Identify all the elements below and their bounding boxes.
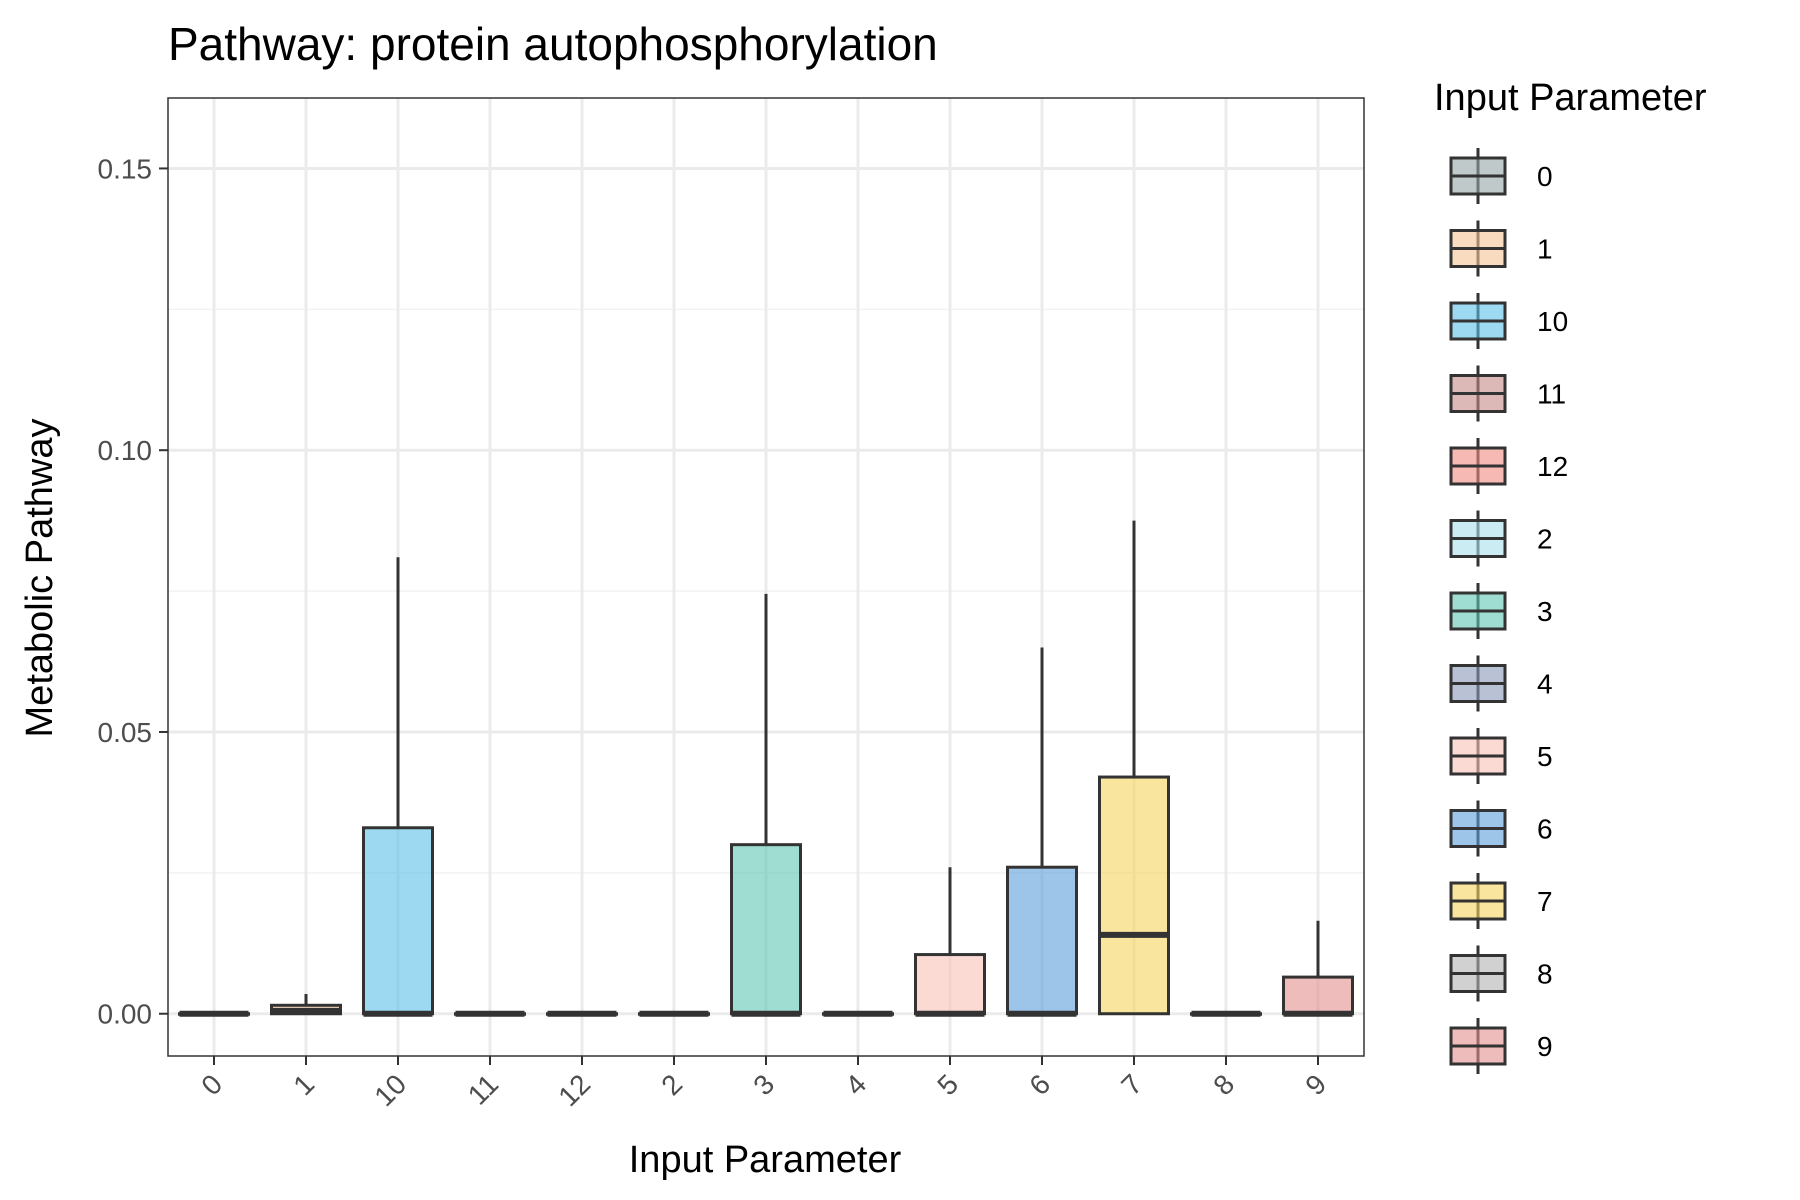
- box-body: [1282, 975, 1354, 1016]
- legend-item-1: 1: [1449, 220, 1553, 277]
- legend-item-6: 6: [1449, 800, 1553, 857]
- legend-item-9: 9: [1449, 1018, 1553, 1074]
- x-tick-label: 7: [1115, 1068, 1148, 1101]
- box-11: [454, 1010, 526, 1017]
- y-axis: 0.00 0.05 0.10 0.15: [98, 153, 168, 1030]
- box-9: [1282, 920, 1354, 1017]
- legend-label: 8: [1537, 959, 1553, 990]
- box-6: [1006, 647, 1078, 1017]
- box-0: [178, 1010, 250, 1017]
- box-3: [730, 593, 802, 1017]
- legend-label: 9: [1537, 1031, 1553, 1062]
- box-body: [1006, 865, 1078, 1016]
- box-10: [362, 557, 434, 1017]
- legend-item-7: 7: [1449, 873, 1553, 929]
- legend-item-3: 3: [1449, 583, 1553, 639]
- x-tick-label: 0: [195, 1068, 228, 1101]
- legend-label: 4: [1537, 669, 1553, 700]
- y-tick-label: 0.15: [98, 153, 153, 184]
- y-tick-label: 0.00: [98, 999, 153, 1030]
- legend-item-0: 0: [1449, 148, 1553, 204]
- box-body: [730, 843, 802, 1016]
- x-tick-label: 3: [747, 1068, 780, 1101]
- chart-title: Pathway: protein autophosphorylation: [168, 18, 938, 70]
- legend-label: 12: [1537, 451, 1568, 482]
- x-axis-title: Input Parameter: [629, 1139, 902, 1181]
- legend-label: 10: [1537, 306, 1568, 337]
- boxes-layer: [178, 520, 1354, 1017]
- box-body: [362, 826, 434, 1016]
- box-5: [914, 867, 986, 1017]
- x-tick-label: 9: [1299, 1068, 1332, 1101]
- x-tick-label: 1: [287, 1068, 320, 1101]
- x-tick-label: 11: [462, 1068, 504, 1110]
- box-2: [638, 1010, 710, 1017]
- x-tick-label: 8: [1207, 1068, 1240, 1101]
- y-tick-label: 0.10: [98, 435, 153, 466]
- legend-label: 11: [1537, 379, 1566, 410]
- box-1: [270, 994, 342, 1016]
- box-body: [1098, 775, 1170, 1016]
- legend-item-4: 4: [1449, 655, 1553, 712]
- x-tick-label: 6: [1023, 1068, 1056, 1101]
- legend-label: 7: [1537, 886, 1553, 917]
- legend-title: Input Parameter: [1434, 77, 1707, 119]
- legend-label: 0: [1537, 161, 1553, 192]
- legend-label: 3: [1537, 596, 1553, 627]
- x-tick-label: 12: [552, 1068, 596, 1112]
- y-tick-label: 0.05: [98, 717, 153, 748]
- box-7: [1098, 520, 1170, 1016]
- box-body: [914, 953, 986, 1016]
- box-12: [546, 1010, 618, 1017]
- x-tick-label: 4: [839, 1068, 872, 1101]
- legend-label: 2: [1537, 524, 1553, 555]
- legend: 0 1 10 11 12 2 3 4 5 6 7 8 9: [1449, 148, 1568, 1074]
- legend-item-11: 11: [1449, 365, 1566, 422]
- box-8: [1190, 1010, 1262, 1017]
- legend-item-10: 10: [1449, 293, 1568, 349]
- legend-item-5: 5: [1449, 728, 1553, 784]
- x-tick-label: 5: [931, 1068, 964, 1101]
- box-4: [822, 1010, 894, 1017]
- legend-label: 1: [1537, 234, 1553, 265]
- legend-item-8: 8: [1449, 945, 1553, 1002]
- legend-item-12: 12: [1449, 438, 1568, 494]
- legend-label: 6: [1537, 814, 1553, 845]
- legend-item-2: 2: [1449, 510, 1553, 567]
- x-tick-label: 10: [368, 1068, 412, 1112]
- legend-label: 5: [1537, 741, 1553, 772]
- y-axis-title: Metabolic Pathway: [19, 419, 61, 738]
- x-axis: 0 1 10 11 12 2 3 4 5 6 7 8 9: [195, 1056, 1332, 1112]
- x-tick-label: 2: [655, 1068, 688, 1101]
